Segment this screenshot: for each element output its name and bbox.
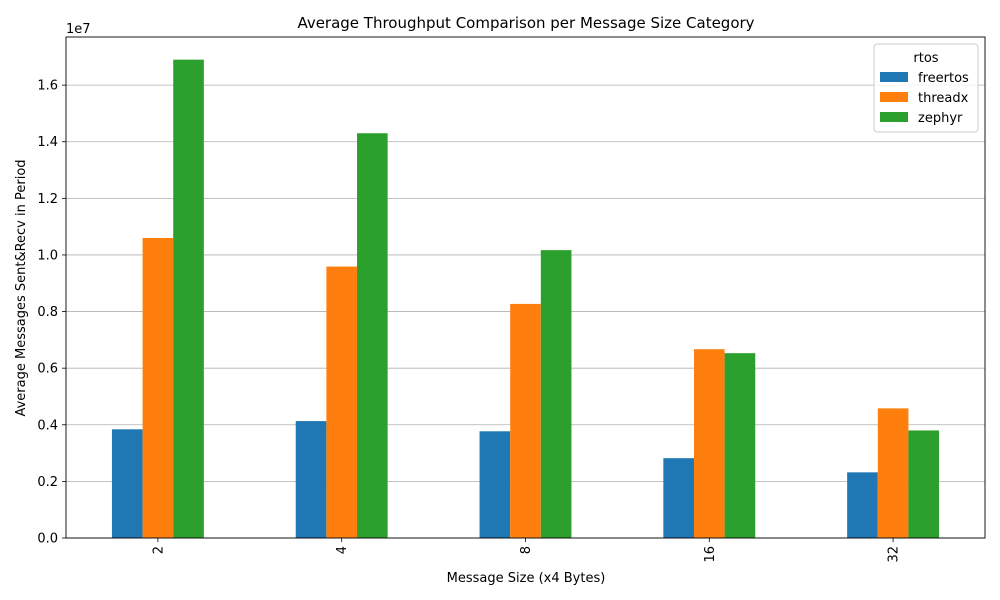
y-tick-label: 0.0	[37, 532, 58, 547]
legend-box	[873, 43, 979, 133]
legend-title: rtos	[913, 51, 938, 66]
x-axis-label: Message Size (x4 Bytes)	[447, 571, 606, 586]
bar-zephyr	[357, 133, 388, 538]
x-tick-label: 4	[335, 546, 350, 554]
y-axis-label: Average Messages Sent&Recv in Period	[14, 159, 29, 416]
x-ticks: 2 4 8 16 32	[151, 538, 902, 563]
bar-freertos	[847, 472, 878, 538]
bar-threadx	[877, 408, 909, 538]
legend-label-threadx: threadx	[918, 91, 969, 106]
legend-swatch-zephyr	[880, 112, 908, 122]
bar-freertos	[663, 458, 694, 538]
bar-freertos	[111, 429, 143, 538]
legend: rtos freertos threadx zephyr	[873, 43, 979, 133]
y-tick-label: 0.6	[37, 362, 58, 377]
bar-threadx	[510, 303, 541, 538]
bar-zephyr	[540, 250, 572, 539]
x-tick-label: 16	[703, 546, 718, 563]
legend-swatch-threadx	[880, 92, 908, 102]
y-axis-offset-label: 1e7	[66, 22, 91, 37]
y-tick-label: 1.4	[37, 135, 58, 150]
x-tick-label: 32	[887, 546, 902, 563]
bars-group	[111, 59, 940, 539]
legend-label-zephyr: zephyr	[918, 111, 963, 126]
legend-label-freertos: freertos	[918, 71, 969, 86]
y-tick-label: 0.8	[37, 305, 58, 320]
chart-title: Average Throughput Comparison per Messag…	[297, 14, 754, 32]
x-tick-label: 8	[519, 546, 534, 554]
bar-zephyr	[724, 353, 756, 538]
bar-threadx	[693, 349, 725, 538]
x-tick-label: 2	[151, 546, 166, 554]
y-tick-label: 0.4	[37, 418, 58, 433]
y-tick-label: 1.6	[37, 79, 58, 94]
y-tick-label: 1.2	[37, 192, 58, 207]
bar-freertos	[295, 421, 327, 538]
legend-swatch-freertos	[880, 72, 908, 82]
bar-threadx	[326, 266, 358, 538]
y-tick-label: 1.0	[37, 248, 58, 263]
y-ticks: 0.0 0.2 0.4 0.6 0.8 1.0 1.2 1.4 1.6	[37, 79, 66, 547]
bar-freertos	[479, 431, 511, 538]
bar-threadx	[142, 237, 174, 538]
bar-zephyr	[173, 59, 204, 538]
bar-zephyr	[908, 430, 940, 538]
y-tick-label: 0.2	[37, 475, 58, 490]
